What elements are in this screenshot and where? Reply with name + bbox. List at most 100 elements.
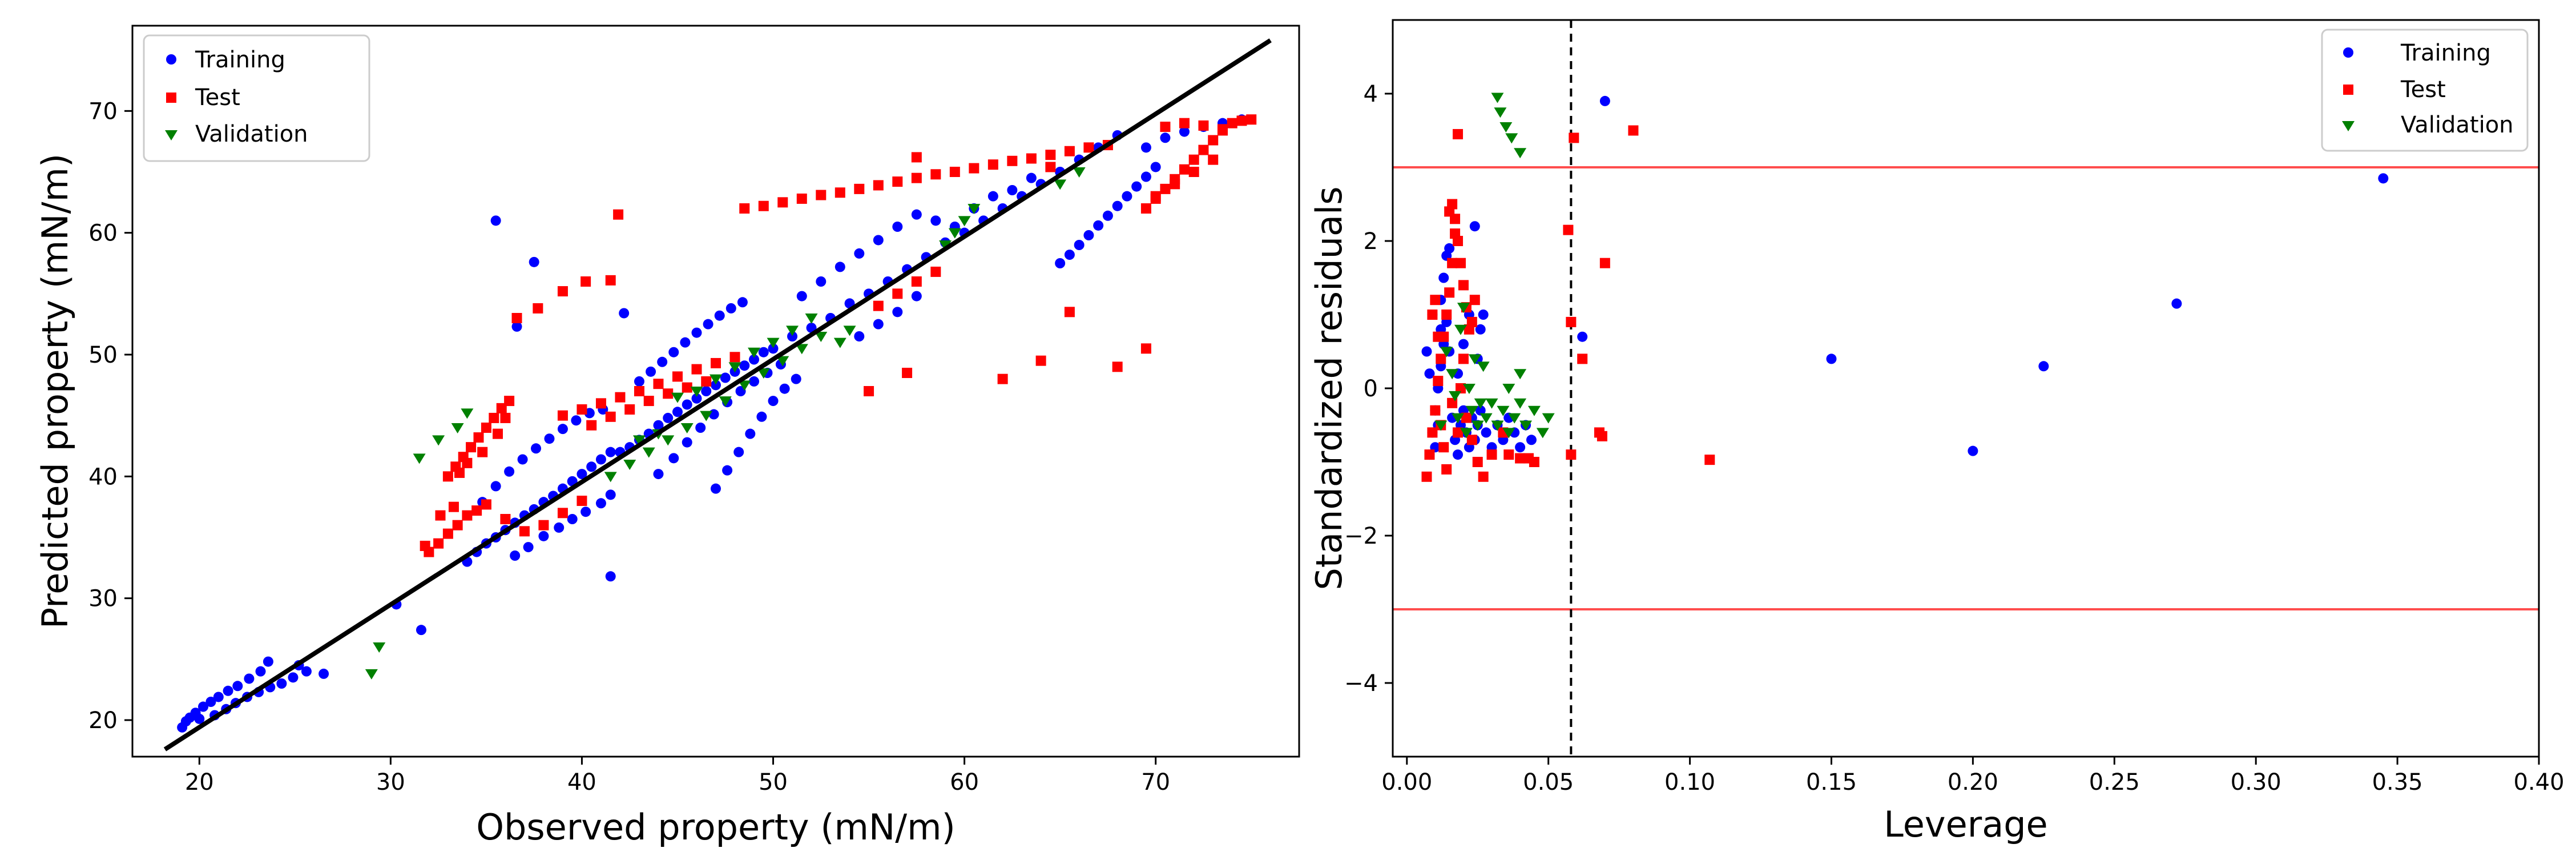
left-legend-marker-test: [166, 93, 176, 103]
right-x-tick-label: 0.05: [1523, 769, 1574, 795]
left-point-test: [1179, 164, 1190, 175]
left-point-test: [1188, 154, 1199, 165]
right-point-validation: [1457, 303, 1470, 314]
left-point-validation: [738, 380, 751, 391]
left-point-training: [854, 248, 865, 259]
right-point-training: [2038, 361, 2049, 372]
left-point-test: [442, 471, 453, 482]
right-point-test: [1444, 287, 1455, 298]
left-point-test: [672, 371, 683, 382]
left-point-test: [538, 520, 549, 531]
left-point-test: [911, 276, 922, 287]
left-point-training: [1083, 230, 1094, 240]
right-point-test: [1441, 310, 1452, 320]
left-point-training: [1093, 220, 1104, 231]
left-point-training: [768, 343, 779, 354]
left-y-tick-label: 40: [88, 464, 118, 490]
left-point-test: [471, 505, 482, 516]
right-y-tick-label: 2: [1364, 228, 1378, 255]
right-point-validation: [1477, 361, 1490, 372]
right-point-validation: [1505, 133, 1518, 144]
right-point-test: [1597, 431, 1607, 441]
left-point-training: [263, 656, 273, 667]
left-point-test: [911, 172, 922, 183]
left-point-training: [930, 215, 941, 226]
left-point-training: [577, 469, 587, 480]
left-point-test: [1160, 122, 1171, 132]
right-point-test: [1447, 199, 1458, 210]
right-point-training: [1478, 310, 1489, 320]
left-point-training: [1112, 200, 1123, 211]
left-point-training: [668, 347, 679, 357]
left-point-test: [1208, 154, 1219, 165]
right-point-validation: [1536, 428, 1549, 439]
left-point-test: [1160, 183, 1171, 194]
left-point-training: [416, 625, 426, 636]
left-point-training: [557, 424, 568, 435]
right-y-tick-label: 4: [1364, 81, 1378, 107]
left-point-training: [510, 550, 521, 561]
left-point-test: [448, 501, 459, 512]
right-point-training: [1424, 368, 1435, 379]
right-point-test: [1433, 331, 1444, 342]
left-point-training: [663, 412, 674, 423]
right-point-test: [1472, 457, 1483, 467]
right-point-validation: [1468, 354, 1481, 365]
left-point-test: [1140, 203, 1151, 214]
right-legend-marker-test: [2343, 85, 2353, 95]
right-x-axis-label: Leverage: [1884, 803, 2047, 845]
left-point-training: [1140, 142, 1151, 153]
left-point-training: [517, 454, 528, 465]
left-point-training: [892, 222, 903, 232]
right-x-tick-label: 0.30: [2231, 769, 2281, 795]
left-x-axis-label: Observed property (mN/m): [476, 806, 956, 848]
right-point-test: [1424, 449, 1435, 460]
left-point-test: [1045, 150, 1056, 160]
left-y-tick-label: 70: [88, 98, 118, 124]
left-x-tick-label: 40: [567, 769, 596, 795]
right-point-test: [1515, 453, 1526, 464]
right-y-tick-label: −2: [1344, 523, 1378, 549]
left-point-validation: [815, 332, 828, 342]
observed-vs-predicted-chart: 20 30 40 50 60 70 20 30 40 50 60 70 Observed prope…: [34, 25, 1300, 848]
right-point-test: [1427, 310, 1438, 320]
left-point-training: [523, 542, 534, 553]
left-point-training: [504, 466, 515, 477]
right-point-validation: [1449, 391, 1462, 401]
left-point-test: [442, 528, 453, 539]
left-point-validation: [795, 344, 808, 355]
left-point-test: [481, 499, 491, 510]
left-point-test: [420, 540, 430, 551]
left-point-test: [1064, 307, 1075, 318]
left-point-validation: [1073, 167, 1086, 178]
right-point-validation: [1434, 420, 1448, 431]
right-point-validation: [1514, 369, 1527, 380]
right-point-test: [1469, 295, 1480, 306]
left-plot-frame: [131, 25, 1300, 758]
right-point-validation: [1465, 405, 1478, 416]
left-point-validation: [671, 392, 684, 403]
right-point-training: [1577, 331, 1588, 342]
right-legend-label-training: Training: [2400, 40, 2491, 66]
right-y-tick-label: 0: [1364, 376, 1378, 402]
left-point-test: [493, 428, 503, 439]
right-point-test: [1441, 464, 1452, 475]
left-point-training: [691, 327, 702, 338]
left-point-test: [477, 447, 488, 457]
left-point-test: [987, 159, 998, 170]
left-point-validation: [461, 408, 474, 419]
left-point-test: [1140, 343, 1151, 354]
left-legend-marker-validation: [165, 130, 178, 140]
right-point-test: [1453, 128, 1464, 139]
left-point-training: [1026, 172, 1037, 183]
left-point-test: [624, 404, 635, 415]
left-point-training: [567, 514, 578, 524]
left-point-validation: [948, 228, 961, 239]
right-point-training: [1458, 339, 1469, 349]
right-point-validation: [1452, 413, 1465, 424]
right-point-validation: [1494, 107, 1507, 118]
left-point-training: [205, 697, 216, 707]
left-point-test: [1198, 144, 1209, 155]
left-point-training: [1179, 126, 1190, 137]
left-point-test: [1246, 114, 1257, 125]
